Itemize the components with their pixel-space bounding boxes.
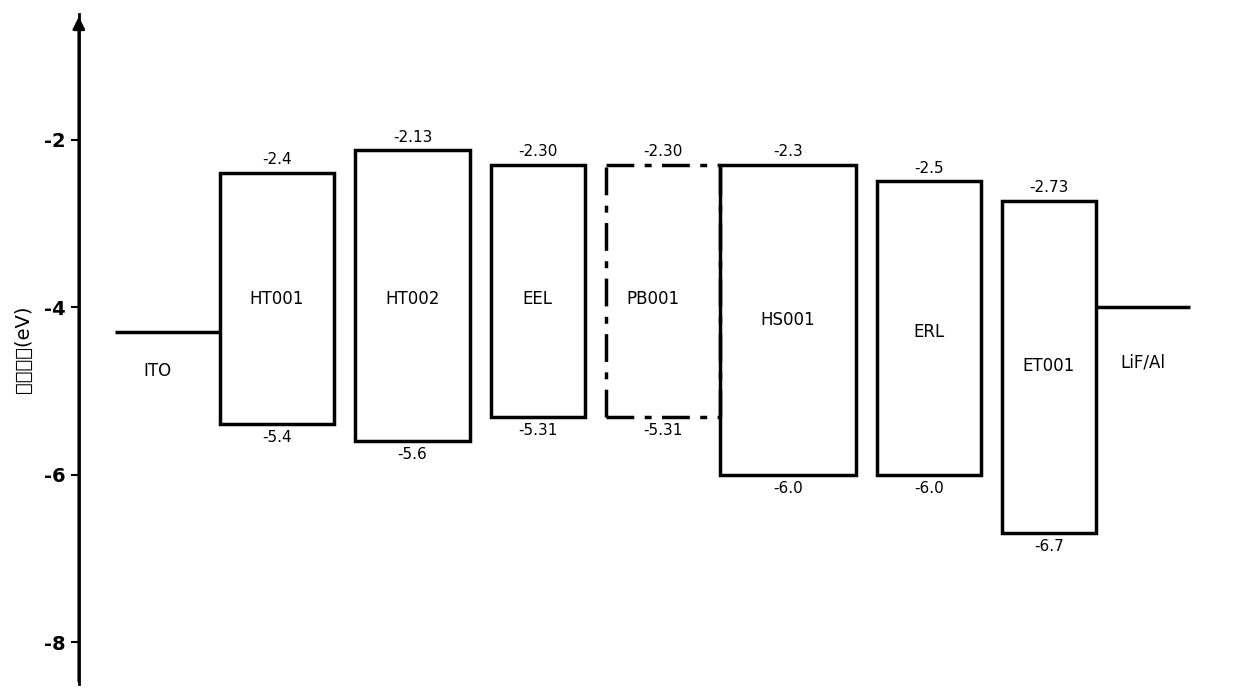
Bar xyxy=(1002,201,1096,533)
Text: -2.13: -2.13 xyxy=(393,130,433,144)
Text: -2.30: -2.30 xyxy=(518,144,558,159)
Text: -6.7: -6.7 xyxy=(1034,539,1064,554)
Bar xyxy=(877,181,981,475)
Text: -2.30: -2.30 xyxy=(644,144,682,159)
Text: PB001: PB001 xyxy=(626,290,680,308)
Text: HT002: HT002 xyxy=(386,290,440,308)
Text: -2.3: -2.3 xyxy=(774,144,804,159)
Text: -5.4: -5.4 xyxy=(262,430,291,445)
Bar xyxy=(355,151,470,441)
Text: -5.31: -5.31 xyxy=(644,423,682,438)
Y-axis label: 能级水平(eV): 能级水平(eV) xyxy=(14,305,33,393)
Text: -5.31: -5.31 xyxy=(518,423,558,438)
Bar xyxy=(219,173,335,424)
Text: ERL: ERL xyxy=(913,323,945,341)
Text: HS001: HS001 xyxy=(761,311,816,329)
Text: ITO: ITO xyxy=(143,362,171,380)
Text: -6.0: -6.0 xyxy=(914,480,944,496)
Text: LiF/Al: LiF/Al xyxy=(1120,353,1166,371)
Text: -2.4: -2.4 xyxy=(262,152,291,168)
Text: HT001: HT001 xyxy=(249,290,304,308)
Text: -2.5: -2.5 xyxy=(914,161,944,176)
Text: -2.73: -2.73 xyxy=(1029,180,1069,195)
Text: EEL: EEL xyxy=(523,290,553,308)
Text: -5.6: -5.6 xyxy=(398,447,428,462)
Bar xyxy=(491,165,585,417)
Text: -6.0: -6.0 xyxy=(774,480,804,496)
Text: ET001: ET001 xyxy=(1023,357,1075,375)
Bar xyxy=(720,165,856,475)
